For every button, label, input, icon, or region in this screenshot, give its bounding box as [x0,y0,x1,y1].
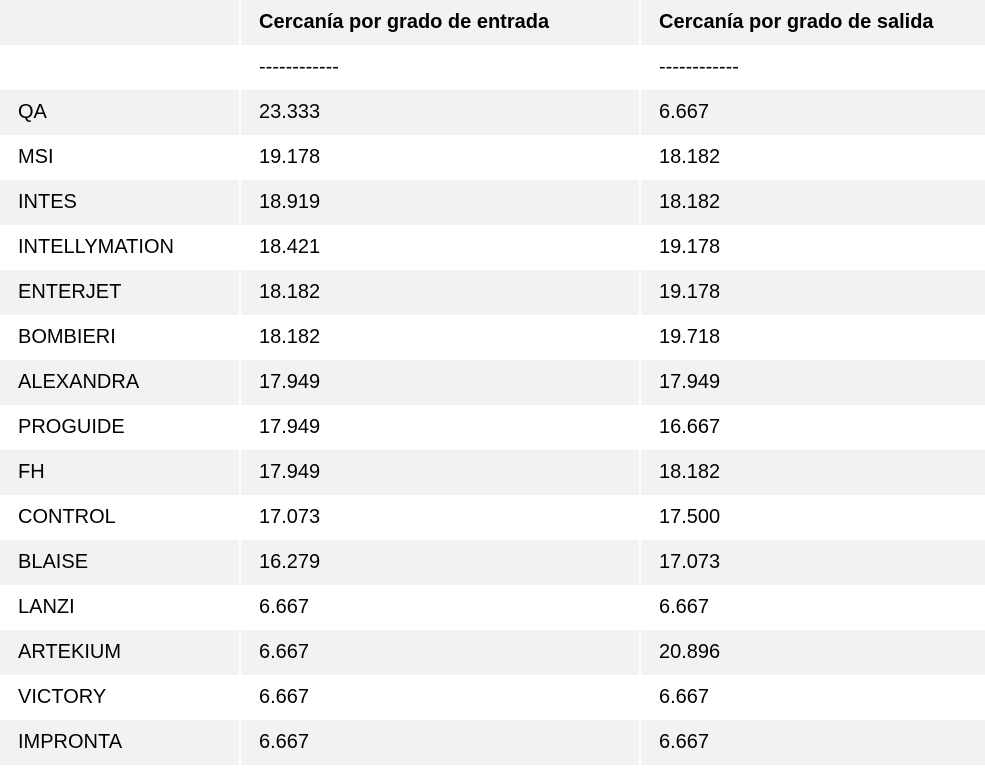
company-name-cell: INTELLYMATION [0,225,240,270]
entrada-value-cell: 18.182 [239,270,640,315]
company-name-cell: CONTROL [0,495,240,540]
table-row: ARTEKIUM 6.667 20.896 [0,630,985,675]
table-row: INTELLYMATION 18.421 19.178 [0,225,985,270]
salida-value-cell: 6.667 [639,675,985,720]
salida-value-cell: 19.178 [639,225,985,270]
table-row: MSI 19.178 18.182 [0,135,985,180]
company-name-cell: PROGUIDE [0,405,240,450]
entrada-value-cell: 19.178 [239,135,640,180]
entrada-value-cell: 17.949 [239,450,640,495]
header-row: Cercanía por grado de entrada Cercanía p… [0,0,985,45]
col-header-salida: Cercanía por grado de salida [639,0,985,45]
col-header-empty [0,0,240,45]
company-name-cell: IMPRONTA [0,720,240,765]
entrada-value-cell: 6.667 [239,585,640,630]
salida-value-cell: 20.896 [639,630,985,675]
company-name-cell: ENTERJET [0,270,240,315]
table-row: BOMBIERI 18.182 19.718 [0,315,985,360]
salida-value-cell: 18.182 [639,180,985,225]
table-row: ENTERJET 18.182 19.178 [0,270,985,315]
company-name-cell: ARTEKIUM [0,630,240,675]
table-row: LANZI 6.667 6.667 [0,585,985,630]
table-row: IMPRONTA 6.667 6.667 [0,720,985,765]
table-row: PROGUIDE 17.949 16.667 [0,405,985,450]
entrada-value-cell: 18.182 [239,315,640,360]
salida-value-cell: 17.073 [639,540,985,585]
company-name-cell: BLAISE [0,540,240,585]
table-row: VICTORY 6.667 6.667 [0,675,985,720]
company-name-cell: MSI [0,135,240,180]
col-header-entrada: Cercanía por grado de entrada [239,0,640,45]
separator-salida-cell: ------------ [639,45,985,90]
salida-value-cell: 6.667 [639,720,985,765]
salida-value-cell: 17.500 [639,495,985,540]
salida-value-cell: 16.667 [639,405,985,450]
salida-value-cell: 18.182 [639,450,985,495]
company-name-cell: FH [0,450,240,495]
separator-row: ------------ ------------ [0,45,985,90]
table-row: CONTROL 17.073 17.500 [0,495,985,540]
salida-value-cell: 19.178 [639,270,985,315]
salida-value-cell: 17.949 [639,360,985,405]
entrada-value-cell: 6.667 [239,720,640,765]
table-row: BLAISE 16.279 17.073 [0,540,985,585]
salida-value-cell: 6.667 [639,585,985,630]
salida-value-cell: 19.718 [639,315,985,360]
entrada-value-cell: 18.919 [239,180,640,225]
company-name-cell: LANZI [0,585,240,630]
company-name-cell: VICTORY [0,675,240,720]
entrada-value-cell: 17.949 [239,360,640,405]
separator-entrada-cell: ------------ [239,45,640,90]
table-body: ------------ ------------ QA 23.333 6.667 M… [0,45,985,765]
table-row: INTES 18.919 18.182 [0,180,985,225]
separator-name-cell [0,45,240,90]
salida-value-cell: 18.182 [639,135,985,180]
entrada-value-cell: 18.421 [239,225,640,270]
entrada-value-cell: 17.073 [239,495,640,540]
salida-value-cell: 6.667 [639,90,985,135]
table-row: QA 23.333 6.667 [0,90,985,135]
entrada-value-cell: 17.949 [239,405,640,450]
entrada-value-cell: 6.667 [239,675,640,720]
entrada-value-cell: 23.333 [239,90,640,135]
company-name-cell: BOMBIERI [0,315,240,360]
entrada-value-cell: 6.667 [239,630,640,675]
company-name-cell: QA [0,90,240,135]
company-name-cell: ALEXANDRA [0,360,240,405]
table-row: ALEXANDRA 17.949 17.949 [0,360,985,405]
table-row: FH 17.949 18.182 [0,450,985,495]
entrada-value-cell: 16.279 [239,540,640,585]
company-name-cell: INTES [0,180,240,225]
